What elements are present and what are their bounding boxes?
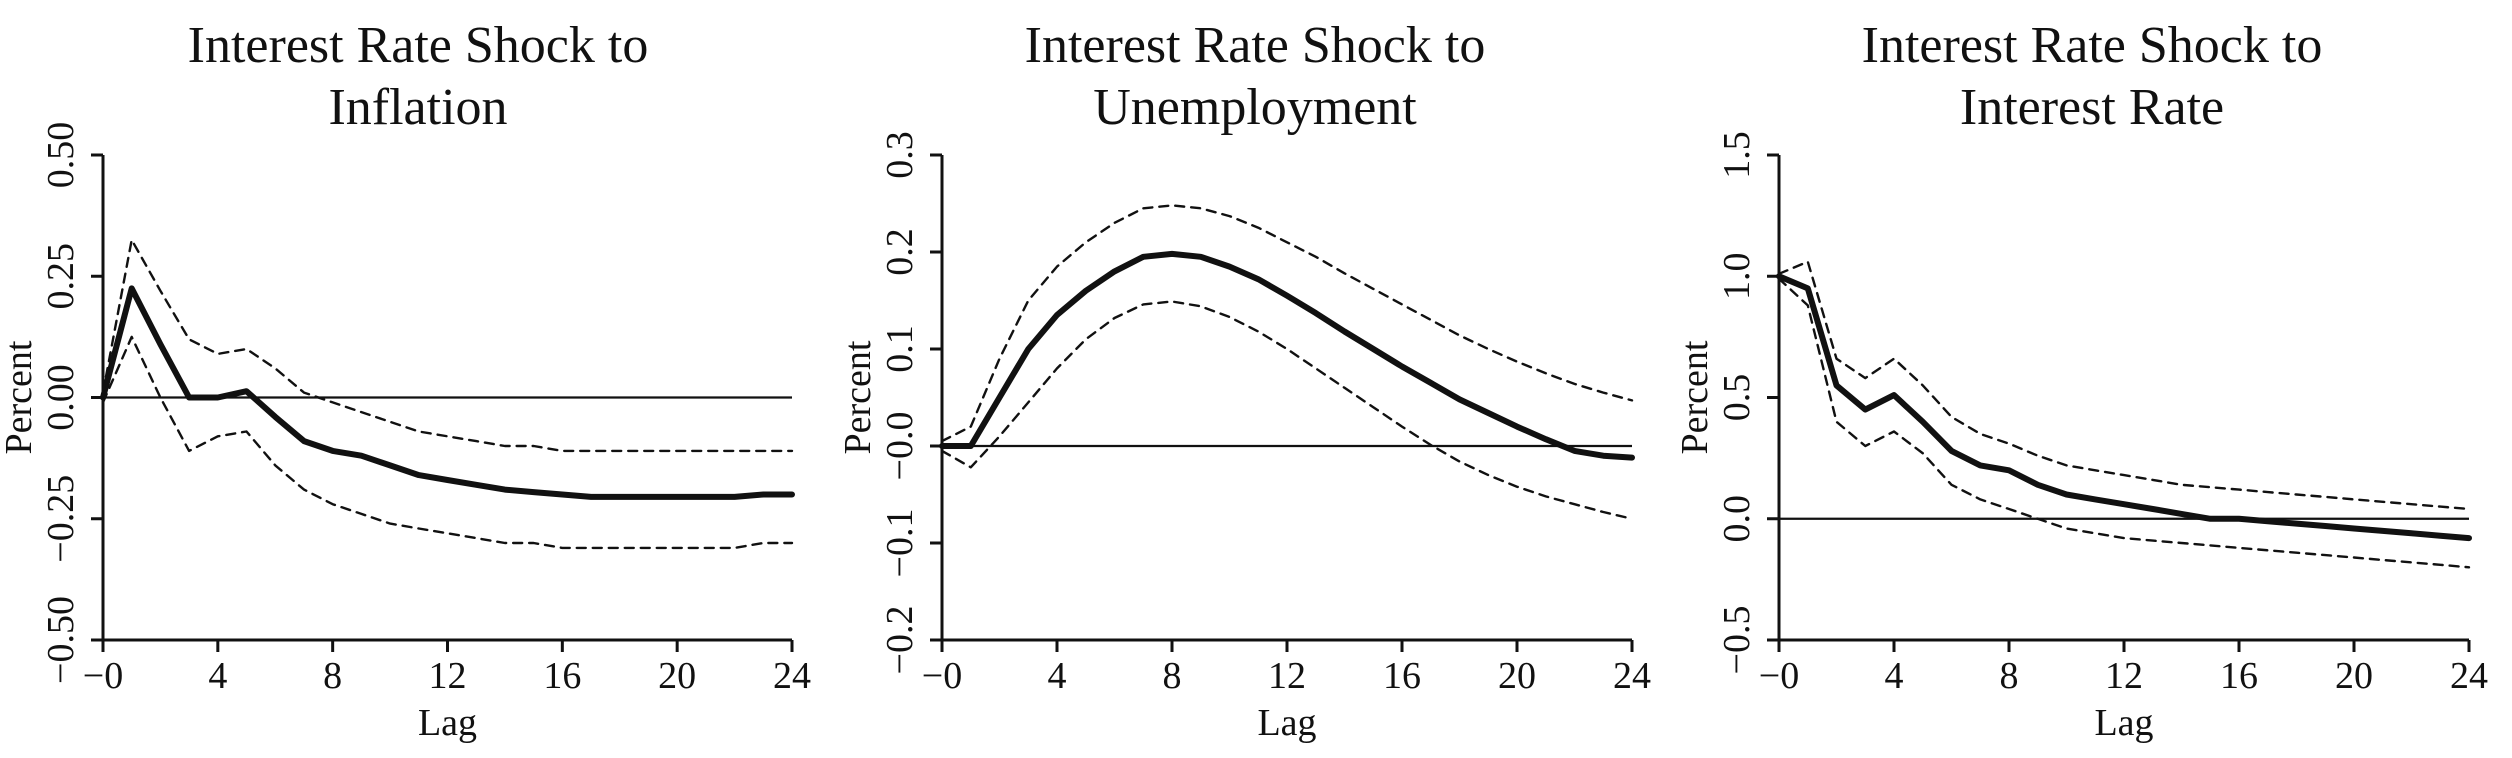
upper-confidence-band — [940, 204, 1634, 443]
x-tick-label: −0 — [922, 655, 962, 697]
x-tick-label: 12 — [2105, 655, 2143, 697]
chart-panel-interest-rate: Interest Rate Shock to Interest Rate −0 4 8 1… — [1674, 0, 2511, 758]
x-tick-label: 4 — [1885, 655, 1904, 697]
y-tick-label: −0.50 — [40, 596, 82, 684]
y-tick-label: 0.25 — [40, 243, 82, 310]
x-tick-label: 8 — [323, 655, 342, 697]
chart-panel-unemployment: Interest Rate Shock to Unemployment −0 4 8 12… — [837, 0, 1674, 758]
x-tick-label: 4 — [208, 655, 227, 697]
chart-title-line-1: Interest Rate Shock to — [1862, 17, 2323, 74]
y-tick-label: −0.2 — [879, 606, 921, 675]
y-axis-title: Percent — [837, 340, 879, 454]
y-tick-label: 0.3 — [879, 131, 921, 179]
x-tick-label: 20 — [658, 655, 696, 697]
x-tick-label: 8 — [1163, 655, 1182, 697]
chart-title-line-2: Interest Rate — [1960, 79, 2224, 136]
lower-confidence-band — [1777, 277, 2471, 569]
y-tick-label: 0.1 — [879, 325, 921, 373]
x-tick-label: 20 — [1498, 655, 1536, 697]
lower-confidence-band — [101, 335, 794, 550]
lower-confidence-band — [940, 300, 1634, 520]
y-tick-label: −0.0 — [879, 412, 921, 481]
chart-title-line-2: Unemployment — [1093, 79, 1417, 136]
y-axis-title: Percent — [1674, 340, 1716, 454]
y-tick-label: 1.0 — [1716, 253, 1758, 301]
x-tick-label: 12 — [429, 655, 467, 697]
y-tick-label: −0.1 — [879, 509, 921, 578]
x-tick-label: 8 — [2000, 655, 2019, 697]
x-tick-label: 20 — [2335, 655, 2373, 697]
y-tick-label: 0.5 — [1716, 374, 1758, 422]
x-axis-title: Lag — [418, 702, 477, 744]
upper-confidence-band — [101, 238, 794, 453]
y-tick-label: 0.2 — [879, 228, 921, 276]
y-axis-title: Percent — [0, 340, 40, 454]
x-axis-title: Lag — [2094, 702, 2153, 744]
y-tick-label: 0.00 — [40, 364, 82, 431]
impulse-response-line — [939, 250, 1635, 461]
chart-title-line-1: Interest Rate Shock to — [188, 17, 649, 74]
x-tick-label: 24 — [2450, 655, 2488, 697]
chart-title-line-2: Inflation — [328, 79, 507, 136]
y-tick-label: 0.50 — [40, 122, 82, 189]
x-tick-label: 16 — [543, 655, 581, 697]
impulse-response-line — [1776, 273, 2472, 542]
x-axis-title: Lag — [1257, 702, 1316, 744]
x-tick-label: 24 — [773, 655, 811, 697]
upper-confidence-band — [1777, 260, 2471, 511]
y-tick-label: −0.25 — [40, 475, 82, 563]
x-tick-label: 16 — [1383, 655, 1421, 697]
y-tick-label: −0.5 — [1716, 606, 1758, 675]
x-tick-label: −0 — [83, 655, 123, 697]
x-tick-label: 24 — [1613, 655, 1651, 697]
chart-panel-inflation: Interest Rate Shock to Inflation −0 4 8 12 16 2… — [0, 0, 837, 758]
x-tick-label: 16 — [2220, 655, 2258, 697]
chart-title-line-1: Interest Rate Shock to — [1025, 17, 1486, 74]
x-tick-label: −0 — [1759, 655, 1799, 697]
impulse-response-line — [100, 285, 795, 500]
y-tick-label: 1.5 — [1716, 131, 1758, 179]
y-tick-label: 0.0 — [1716, 495, 1758, 543]
x-tick-label: 4 — [1048, 655, 1067, 697]
x-tick-label: 12 — [1268, 655, 1306, 697]
